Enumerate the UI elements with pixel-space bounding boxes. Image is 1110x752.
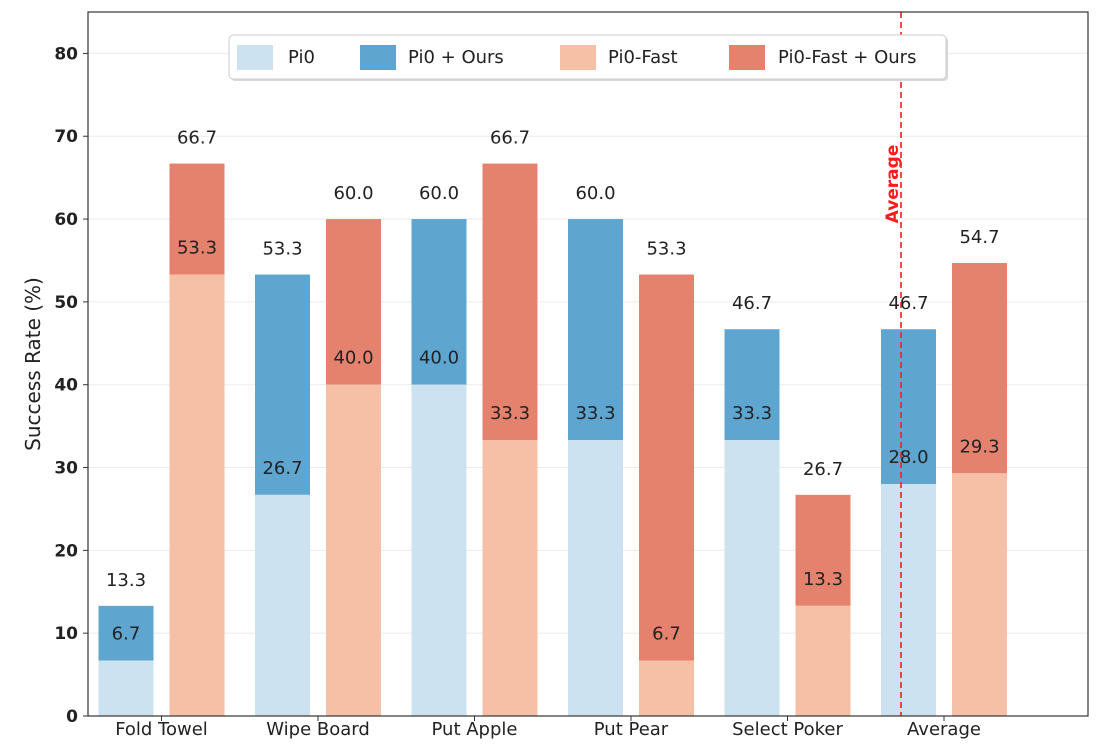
top-value-label: 53.3 [262, 239, 302, 260]
base-value-label: 28.0 [888, 447, 928, 468]
base-value-label: 6.7 [652, 624, 681, 645]
legend-swatch [729, 45, 765, 70]
x-tick-label: Put Apple [432, 719, 518, 740]
bar-pi0 [724, 440, 780, 716]
bar-pi0-fast-ours [952, 262, 1007, 474]
bar-pi0-ours [881, 329, 936, 485]
value-labels: 13.3 6.7 66.7 53.3 53.3 26.7 60.0 40.0 60.0 40.0 6… [106, 128, 1000, 645]
y-tick-label: 0 [66, 707, 78, 727]
bar-pi0 [98, 660, 154, 716]
bar-pi0-fast-ours [482, 163, 538, 441]
bar-pi0-fast [326, 384, 381, 716]
base-value-label: 33.3 [732, 403, 772, 424]
base-value-label: 13.3 [803, 569, 843, 590]
plot-frame [87, 11, 1089, 717]
top-value-label: 46.7 [888, 293, 928, 314]
y-tick-label: 60 [54, 210, 78, 230]
bar-pi0 [568, 440, 623, 716]
legend-label: Pi0-Fast + Ours [778, 47, 916, 68]
bar-pi0 [255, 494, 310, 716]
y-tick-label: 70 [54, 127, 78, 147]
top-value-label: 54.7 [959, 227, 999, 248]
top-value-label: 26.7 [803, 459, 843, 480]
bar-pi0-ours [568, 219, 623, 441]
bar-pi0-fast [169, 274, 225, 716]
base-value-label: 33.3 [575, 403, 615, 424]
legend-swatch [237, 45, 273, 70]
average-divider-label: Average [883, 145, 903, 224]
bar-pi0-fast-ours [795, 494, 851, 606]
top-value-label: 53.3 [646, 239, 686, 260]
y-tick-label: 50 [54, 293, 78, 313]
average-divider: Average [883, 12, 903, 716]
bar-pi0-fast-ours [639, 274, 694, 661]
legend-label: Pi0 + Ours [408, 47, 504, 68]
bar-pi0-fast [952, 473, 1007, 716]
base-value-label: 53.3 [177, 238, 217, 259]
bar-pi0-fast [639, 660, 694, 716]
top-value-label: 66.7 [490, 128, 530, 149]
y-tick-label: 20 [54, 541, 78, 561]
x-tick-label: Fold Towel [115, 719, 208, 740]
base-value-label: 6.7 [112, 624, 141, 645]
top-value-label: 46.7 [732, 293, 772, 314]
bars [98, 163, 1007, 716]
y-axis-title: Success Rate (%) [21, 277, 45, 451]
bar-pi0 [881, 484, 936, 716]
bar-pi0 [411, 384, 467, 716]
legend: Pi0 Pi0 + Ours Pi0-Fast Pi0-Fast + Ours [228, 34, 948, 81]
base-value-label: 33.3 [490, 403, 530, 424]
legend-label: Pi0 [288, 47, 315, 68]
bar-pi0-ours [411, 219, 467, 385]
bar-pi0-ours [255, 274, 310, 495]
top-value-label: 60.0 [575, 183, 615, 204]
x-tick-label: Put Pear [594, 719, 669, 740]
top-value-label: 60.0 [333, 183, 373, 204]
x-tick-label: Wipe Board [266, 719, 370, 740]
bar-pi0-ours [98, 605, 154, 661]
base-value-label: 40.0 [419, 348, 459, 369]
bar-pi0-fast-ours [169, 163, 225, 275]
bar-pi0-fast [795, 605, 851, 716]
top-value-label: 60.0 [419, 183, 459, 204]
bar-pi0-ours [724, 329, 780, 441]
axes: 0 10 20 30 40 50 60 70 80 Fold Towel Wipe Board Put… [21, 11, 1089, 740]
y-tick-label: 80 [54, 44, 78, 64]
top-value-label: 66.7 [177, 128, 217, 149]
bar-pi0-fast [482, 440, 538, 716]
legend-swatch [560, 45, 596, 70]
x-tick-label: Select Poker [732, 719, 843, 740]
bar-pi0-fast-ours [326, 219, 381, 385]
y-tick-label: 40 [54, 376, 78, 396]
y-tick-label: 30 [54, 459, 78, 479]
legend-label: Pi0-Fast [608, 47, 678, 68]
top-value-label: 13.3 [106, 570, 146, 591]
y-tick-label: 10 [54, 624, 78, 644]
base-value-label: 40.0 [333, 348, 373, 369]
legend-swatch [360, 45, 396, 70]
base-value-label: 26.7 [262, 458, 302, 479]
x-tick-label: Average [907, 719, 981, 740]
base-value-label: 29.3 [959, 436, 999, 457]
